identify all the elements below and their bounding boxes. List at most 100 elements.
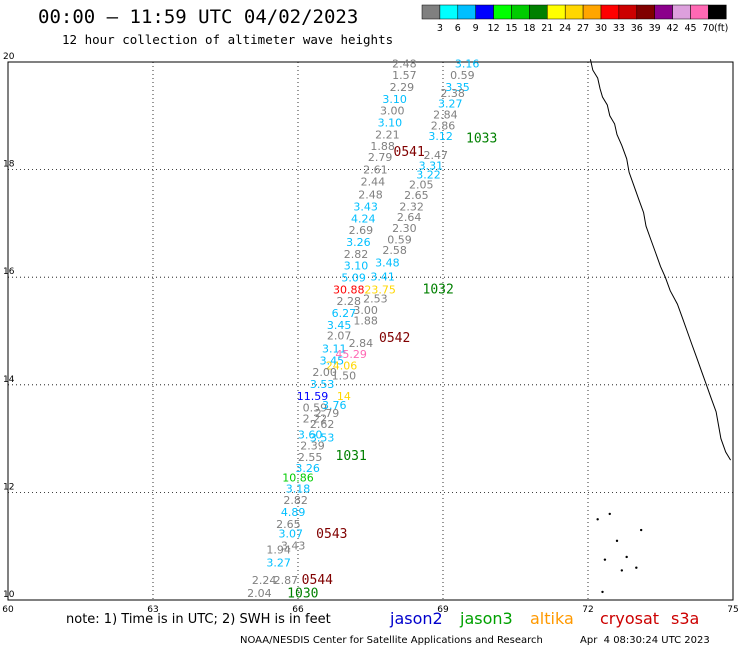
legend-label: 15 <box>505 23 517 34</box>
x-tick-label: 66 <box>292 605 304 615</box>
x-tick-label: 69 <box>437 605 449 615</box>
wave-height-label: 3.07 <box>279 528 304 541</box>
wave-height-label: 6.27 <box>332 307 357 320</box>
legend-swatch <box>708 4 727 20</box>
wave-height-label: 2.86 <box>431 119 456 132</box>
track-time-marker: 1030 <box>287 586 318 601</box>
legend-label: 45 <box>684 23 696 34</box>
map-frame: 60 63 66 69 72 75 10 12 14 16 18 20 <box>2 52 738 615</box>
wave-height-label: 2.04 <box>247 587 272 600</box>
wave-height-label: 2.82 <box>283 494 308 507</box>
track-time-marker: 1032 <box>423 282 454 297</box>
wave-height-label: 3.18 <box>286 482 311 495</box>
satellite-jason3: jason3 <box>460 609 513 628</box>
wave-height-label: 3.43 <box>281 539 306 552</box>
track-time-marker: 0542 <box>379 331 410 346</box>
wave-height-label: 1.88 <box>353 315 378 328</box>
wave-height-label: 2.65 <box>276 518 301 531</box>
wave-height-label: 3.11 <box>322 343 347 356</box>
observations-layer: 2.48 3.161.57 0.592.29 3.353.10 2.383.273.00… <box>247 57 479 599</box>
legend-label: 6 <box>455 23 461 34</box>
wave-height-label: 5.09 <box>341 272 366 285</box>
track-time-marker: 0541 <box>394 145 425 160</box>
timestamp-text: Apr 4 08:30:24 UTC 2023 <box>580 635 710 646</box>
legend-label: 24 <box>559 23 571 34</box>
wave-height-label: 2.65 <box>404 189 429 202</box>
wave-height-label: 2.62 <box>310 418 335 431</box>
island-dot <box>608 512 611 516</box>
wave-height-label: 3.60 <box>298 429 323 442</box>
island-dot <box>620 569 624 572</box>
wave-height-label: 3.10 <box>344 260 369 273</box>
wave-height-label: 4.24 <box>351 212 376 225</box>
x-tick-label: 75 <box>727 605 738 615</box>
wave-height-label: 2.28 <box>337 295 362 308</box>
map-border <box>7 61 734 601</box>
legend-label: 12 <box>488 23 500 34</box>
wave-height-label: 2.69 <box>349 224 374 237</box>
coastline-path <box>589 59 732 461</box>
wave-height-label: 3.26 <box>346 236 371 249</box>
track-time-marker: 0544 <box>302 573 333 588</box>
page-title: 00:00 – 11:59 UTC 04/02/2023 <box>38 6 359 28</box>
y-tick-label: 18 <box>3 160 15 170</box>
y-tick-label: 20 <box>3 52 15 62</box>
wave-height-label: 3.53 <box>310 431 335 444</box>
wave-height-label: 3.43 <box>353 200 378 213</box>
wave-height-label: 3.53 <box>310 378 335 391</box>
wave-height-label: 2.32 <box>399 200 424 213</box>
wave-height-label: 3.10 <box>382 93 407 106</box>
wave-height-label: 2.58 <box>382 244 407 257</box>
y-tick-label: 12 <box>3 482 14 492</box>
wave-height-label: 3.45 <box>320 354 345 367</box>
wave-height-label: 1.57 <box>392 69 417 82</box>
wave-height-label: 2.47 <box>424 149 449 162</box>
wave-height-label: 3.00 <box>380 105 405 118</box>
island-dot <box>625 555 628 559</box>
wave-height-label: 2.84 <box>433 108 458 121</box>
satellite-s3a: s3a <box>671 609 700 628</box>
legend-label: 21 <box>541 23 553 34</box>
legend-label: 18 <box>523 23 535 34</box>
wave-height-label: 2.07 <box>327 330 352 343</box>
wave-height-label: 2.84 <box>349 337 374 350</box>
x-tick-label: 72 <box>582 605 593 615</box>
track-time-marker: 1033 <box>466 132 497 147</box>
wave-height-label: 3.48 <box>375 256 400 269</box>
wave-height-label: 2.64 <box>397 211 422 224</box>
y-tick-label: 16 <box>3 267 15 277</box>
color-legend: 3 6 9 12 15 18 21 24 27 30 33 36 39 42 45 70 (ft) <box>421 4 728 34</box>
wave-height-label: 3.35 <box>445 81 470 94</box>
track-time-marker: 0543 <box>316 527 347 542</box>
legend-label: 30 <box>595 23 607 34</box>
wave-height-label: 3.22 <box>416 169 441 182</box>
wave-height-label: 14 <box>337 390 351 403</box>
wave-height-label: 2.53 <box>363 292 388 305</box>
wave-height-label: 2.38 <box>440 87 465 100</box>
wave-height-label: 1.94 <box>266 544 291 557</box>
page-subtitle: 12 hour collection of altimeter wave hei… <box>62 32 394 47</box>
wave-height-label: 3.27 <box>438 98 463 111</box>
wave-height-label: 0.59 <box>303 402 328 415</box>
wave-height-label: 3.10 <box>378 117 403 130</box>
wave-height-label: 1.50 <box>332 369 357 382</box>
island-dot <box>601 590 604 594</box>
legend-label: 39 <box>649 23 661 34</box>
wave-height-label: 3.41 <box>370 270 395 283</box>
note-text: note: 1) Time is in UTC; 2) SWH is in fe… <box>66 612 331 627</box>
legend-unit: (ft) <box>714 23 728 34</box>
island-dot <box>596 518 599 521</box>
wave-height-label: 3.45 <box>327 319 352 332</box>
wave-height-label: 3.76 <box>322 399 347 412</box>
credit-text: NOAA/NESDIS Center for Satellite Applica… <box>240 635 543 646</box>
wave-height-label: 2.61 <box>363 163 388 176</box>
wave-height-label: 45.29 <box>335 348 367 361</box>
wave-height-label: 2.44 <box>361 176 386 189</box>
wave-height-label: 30.88 <box>333 283 365 296</box>
wave-height-label: 2.79 <box>315 407 340 420</box>
wave-height-label: 2.55 <box>298 451 323 464</box>
wave-height-label: 2.22 <box>303 412 328 425</box>
wave-height-label: 23.75 <box>364 283 396 296</box>
x-tick-label: 63 <box>147 605 158 615</box>
